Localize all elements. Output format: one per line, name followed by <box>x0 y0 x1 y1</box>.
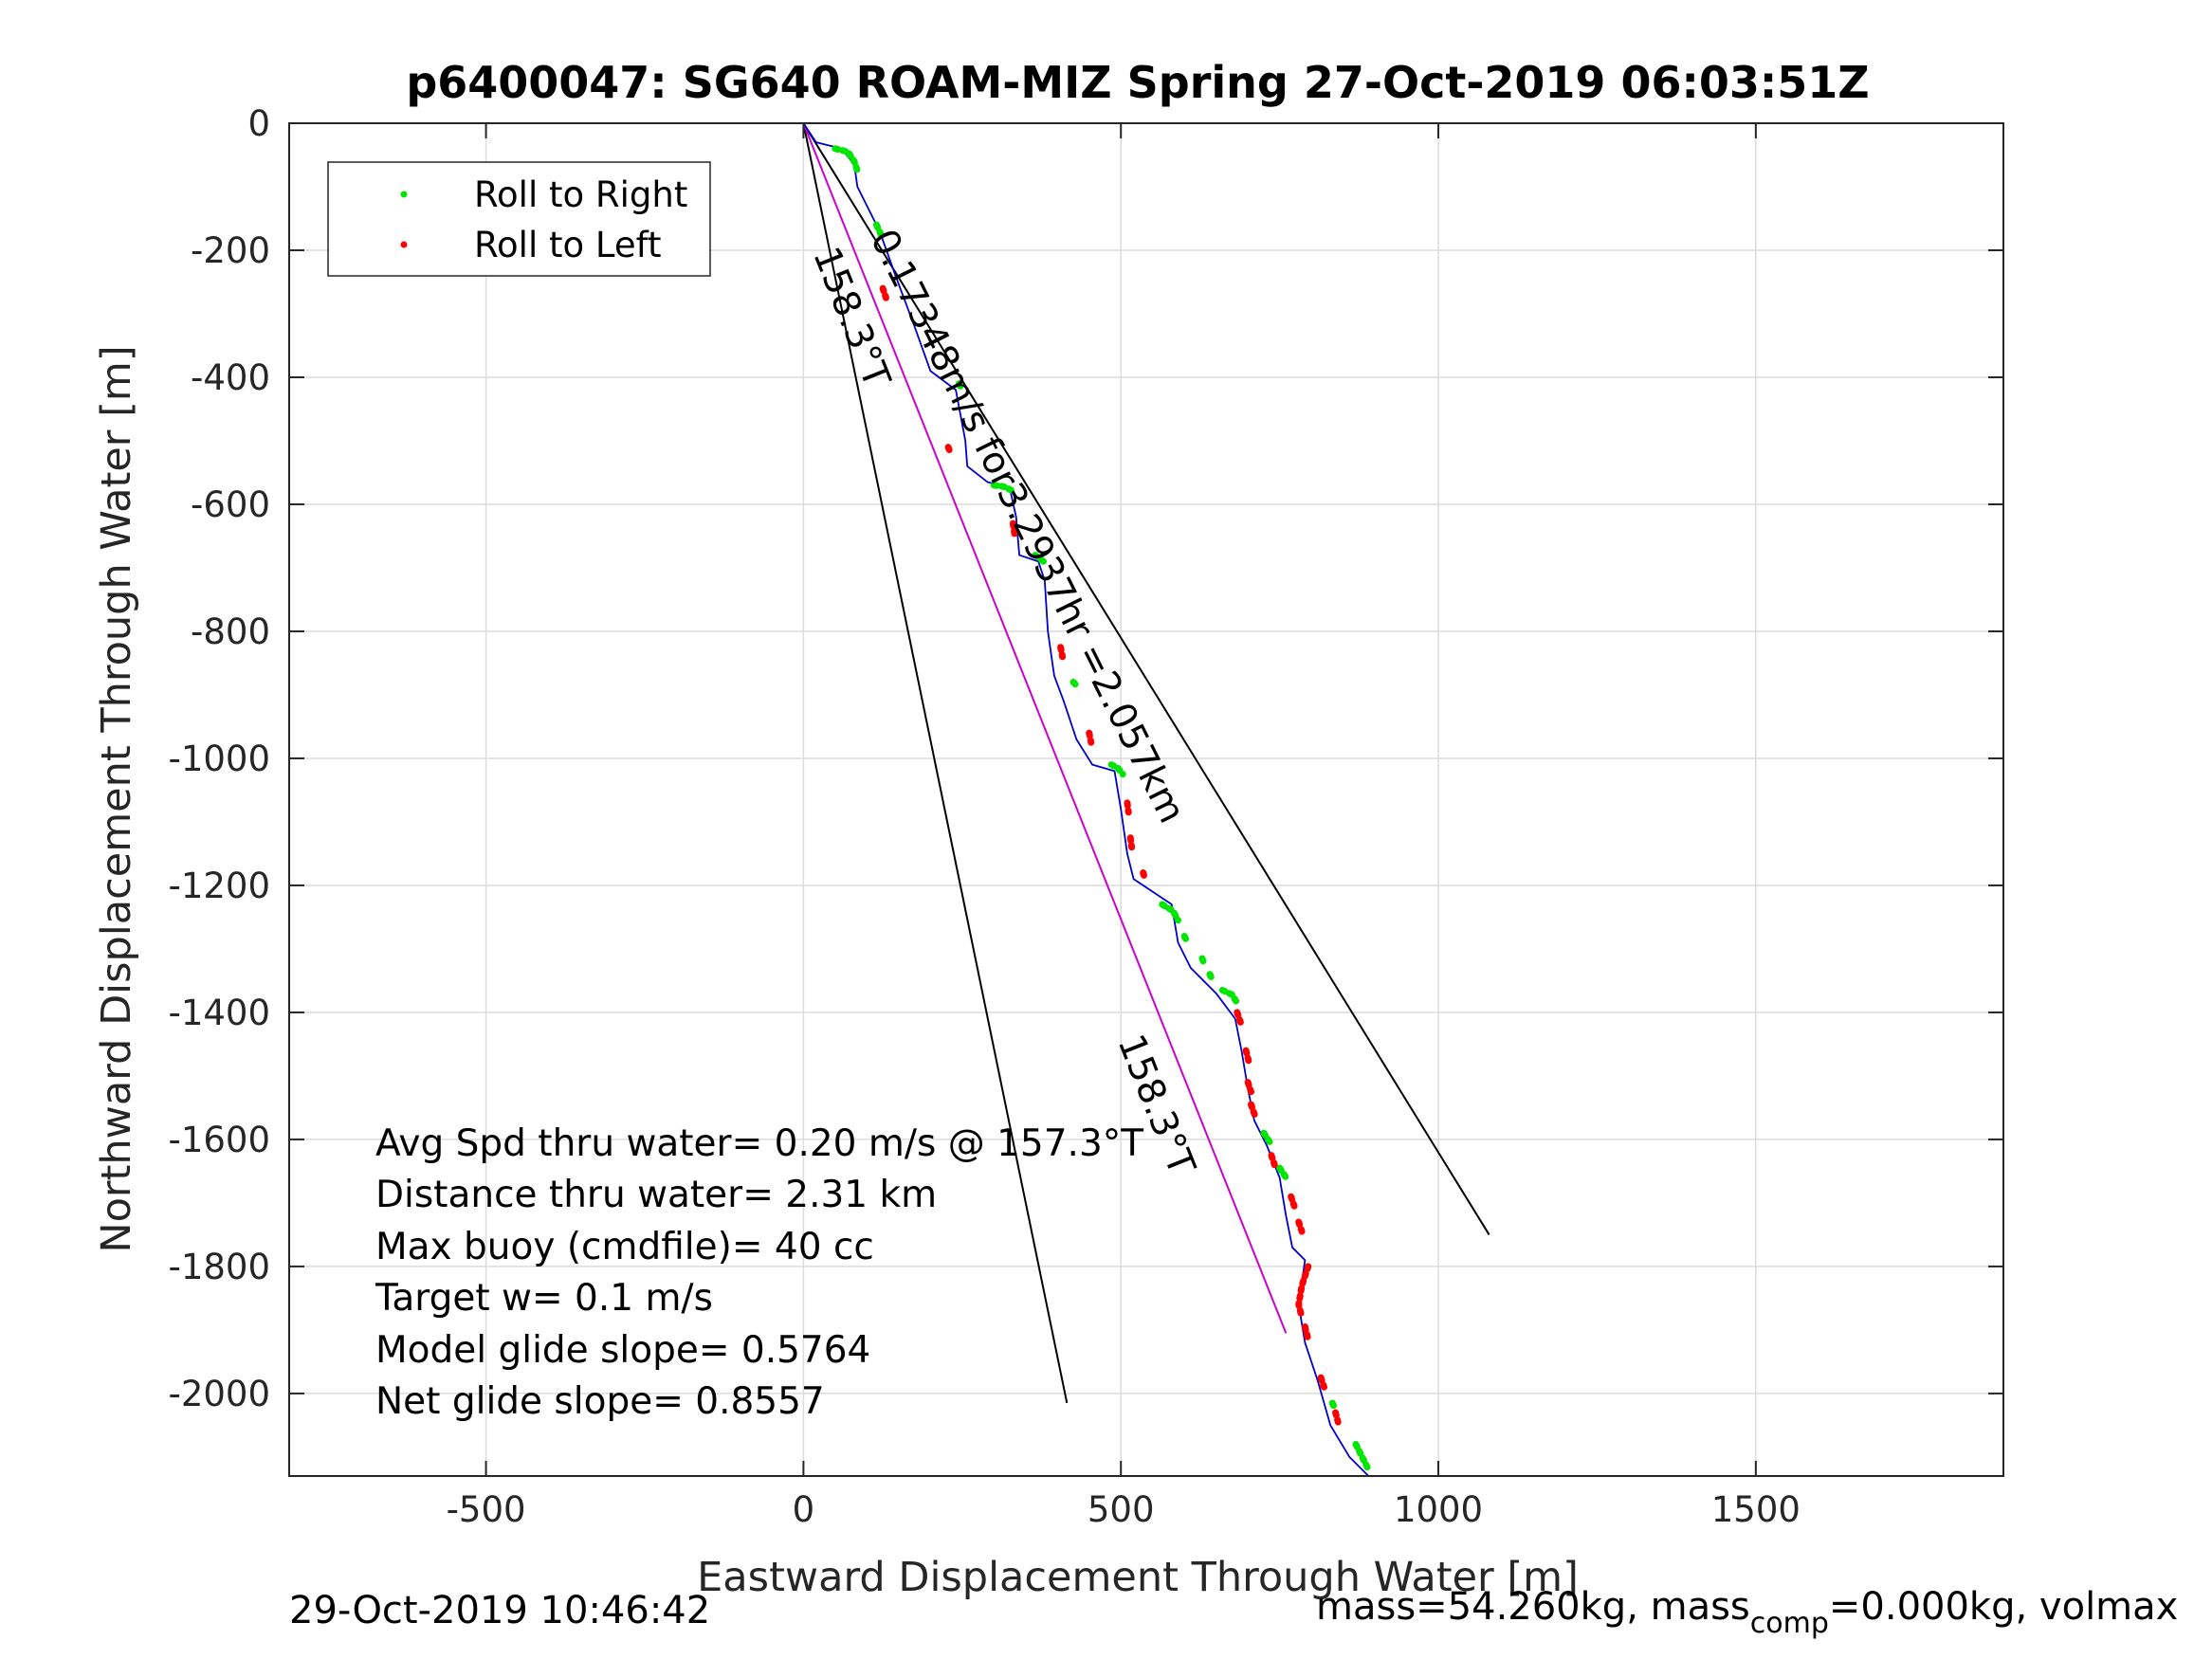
reference-line-net-displacement <box>802 122 1288 1334</box>
roll-right-marker <box>1198 955 1209 969</box>
roll-left-marker <box>1124 799 1132 816</box>
reference-lines <box>802 122 1490 1404</box>
roll-left-marker <box>1140 869 1149 883</box>
roll-right-marker <box>1218 986 1241 1007</box>
x-tick-label: 500 <box>1088 1489 1155 1530</box>
legend-marker-roll-right <box>400 191 408 198</box>
x-axis-label: Eastward Displacement Through Water [m] <box>697 1554 1579 1601</box>
x-tick-label: -500 <box>447 1489 526 1530</box>
y-tick-label: -600 <box>191 484 270 525</box>
roll-left-marker <box>1009 520 1018 539</box>
roll-right-marker <box>1276 1164 1289 1181</box>
roll-left-marker <box>1244 1079 1254 1096</box>
x-tick-label: 1500 <box>1711 1489 1801 1530</box>
roll-right-marker <box>955 380 966 393</box>
roll-left-marker <box>1126 834 1136 851</box>
legend-box <box>327 161 711 277</box>
legend: Roll to Right Roll to Left <box>327 161 711 277</box>
annotation-max-buoy: Max buoy (cmdfile)= 40 cc <box>375 1226 874 1268</box>
annotation-net-glide: Net glide slope= 0.8557 <box>375 1380 825 1423</box>
annotation-model-glide: Model glide slope= 0.5764 <box>375 1329 870 1372</box>
roll-left-marker <box>1288 1193 1298 1210</box>
y-tick-label: -400 <box>191 357 270 398</box>
y-axis-label: Northward Displacement Through Water [m] <box>93 345 140 1252</box>
roll-right-marker <box>1159 901 1181 924</box>
roll-right-marker <box>1107 761 1126 778</box>
plot-area <box>289 123 2003 1476</box>
footer-mass: mass=54.260kg, masscomp=0.000kg, volmax <box>1316 1585 2178 1640</box>
roll-right-marker <box>832 145 861 174</box>
annotation-target-w: Target w= 0.1 m/s <box>375 1277 713 1320</box>
roll-left-marker <box>1234 1009 1245 1029</box>
legend-marker-roll-left <box>400 241 408 248</box>
roll-left-marker <box>879 284 889 301</box>
y-tick-label: -1000 <box>168 738 270 779</box>
x-tick-label: 0 <box>793 1489 815 1530</box>
roll-left-marker <box>1242 1047 1252 1067</box>
y-tick-label: -200 <box>191 230 270 271</box>
roll-right-marker <box>1032 552 1048 565</box>
annotation-avg-speed: Avg Spd thru water= 0.20 m/s @ 157.3°T <box>375 1122 1143 1165</box>
stats-annotations: Avg Spd thru water= 0.20 m/s @ 157.3°T D… <box>375 1122 1143 1423</box>
footer-mass-subscript: comp <box>1750 1607 1829 1640</box>
reference-line-right-edge <box>802 122 1490 1235</box>
x-tick-label: 1000 <box>1394 1489 1483 1530</box>
roll-right-marker <box>990 482 1015 494</box>
roll-right-marker <box>1328 1399 1340 1413</box>
roll-right-marker <box>1352 1441 1372 1473</box>
roll-left-marker <box>1301 1323 1312 1343</box>
axis-ticks: -500 0 500 1000 1500 0 -200 -400 -600 -800 -1000 -1… <box>168 103 2003 1530</box>
roll-right-marker <box>1069 679 1080 689</box>
roll-left-marker <box>1295 1218 1306 1235</box>
roll-left-marker <box>1295 1263 1312 1322</box>
y-tick-label: -2000 <box>168 1374 270 1414</box>
roll-left-marker <box>1247 1101 1259 1121</box>
footer-timestamp: 29-Oct-2019 10:46:42 <box>289 1589 710 1632</box>
footer-mass-suffix: =0.000kg, volmax <box>1829 1585 2178 1629</box>
annotation-distance: Distance thru water= 2.31 km <box>375 1174 937 1216</box>
y-tick-label: 0 <box>247 103 270 144</box>
roll-right-marker <box>1180 933 1192 946</box>
roll-left-marker <box>944 444 955 457</box>
roll-right-marker <box>1206 971 1216 984</box>
roll-right-marker <box>872 221 885 238</box>
y-tick-label: -1200 <box>168 866 270 906</box>
glider-track <box>802 122 1370 1477</box>
y-tick-label: -800 <box>191 611 270 652</box>
roll-markers <box>832 145 1372 1473</box>
y-tick-label: -1800 <box>168 1247 270 1287</box>
legend-label-roll-right: Roll to Right <box>474 174 687 215</box>
y-tick-label: -1400 <box>168 993 270 1033</box>
roll-left-marker <box>1268 1152 1278 1169</box>
chart-title: p6400047: SG640 ROAM-MIZ Spring 27-Oct-2… <box>406 57 1869 108</box>
roll-left-marker <box>1317 1374 1327 1391</box>
roll-left-marker <box>1332 1409 1342 1426</box>
roll-left-marker <box>1086 729 1095 746</box>
track-line <box>802 122 1370 1477</box>
roll-right-marker <box>1260 1129 1274 1146</box>
axes-box <box>288 122 2004 1477</box>
footer-mass-prefix: mass=54.260kg, mass <box>1316 1585 1750 1629</box>
reference-line-left-edge <box>802 122 1069 1404</box>
y-tick-label: -1600 <box>168 1120 270 1160</box>
legend-label-roll-left: Roll to Left <box>474 225 662 265</box>
roll-left-marker <box>1057 644 1067 661</box>
